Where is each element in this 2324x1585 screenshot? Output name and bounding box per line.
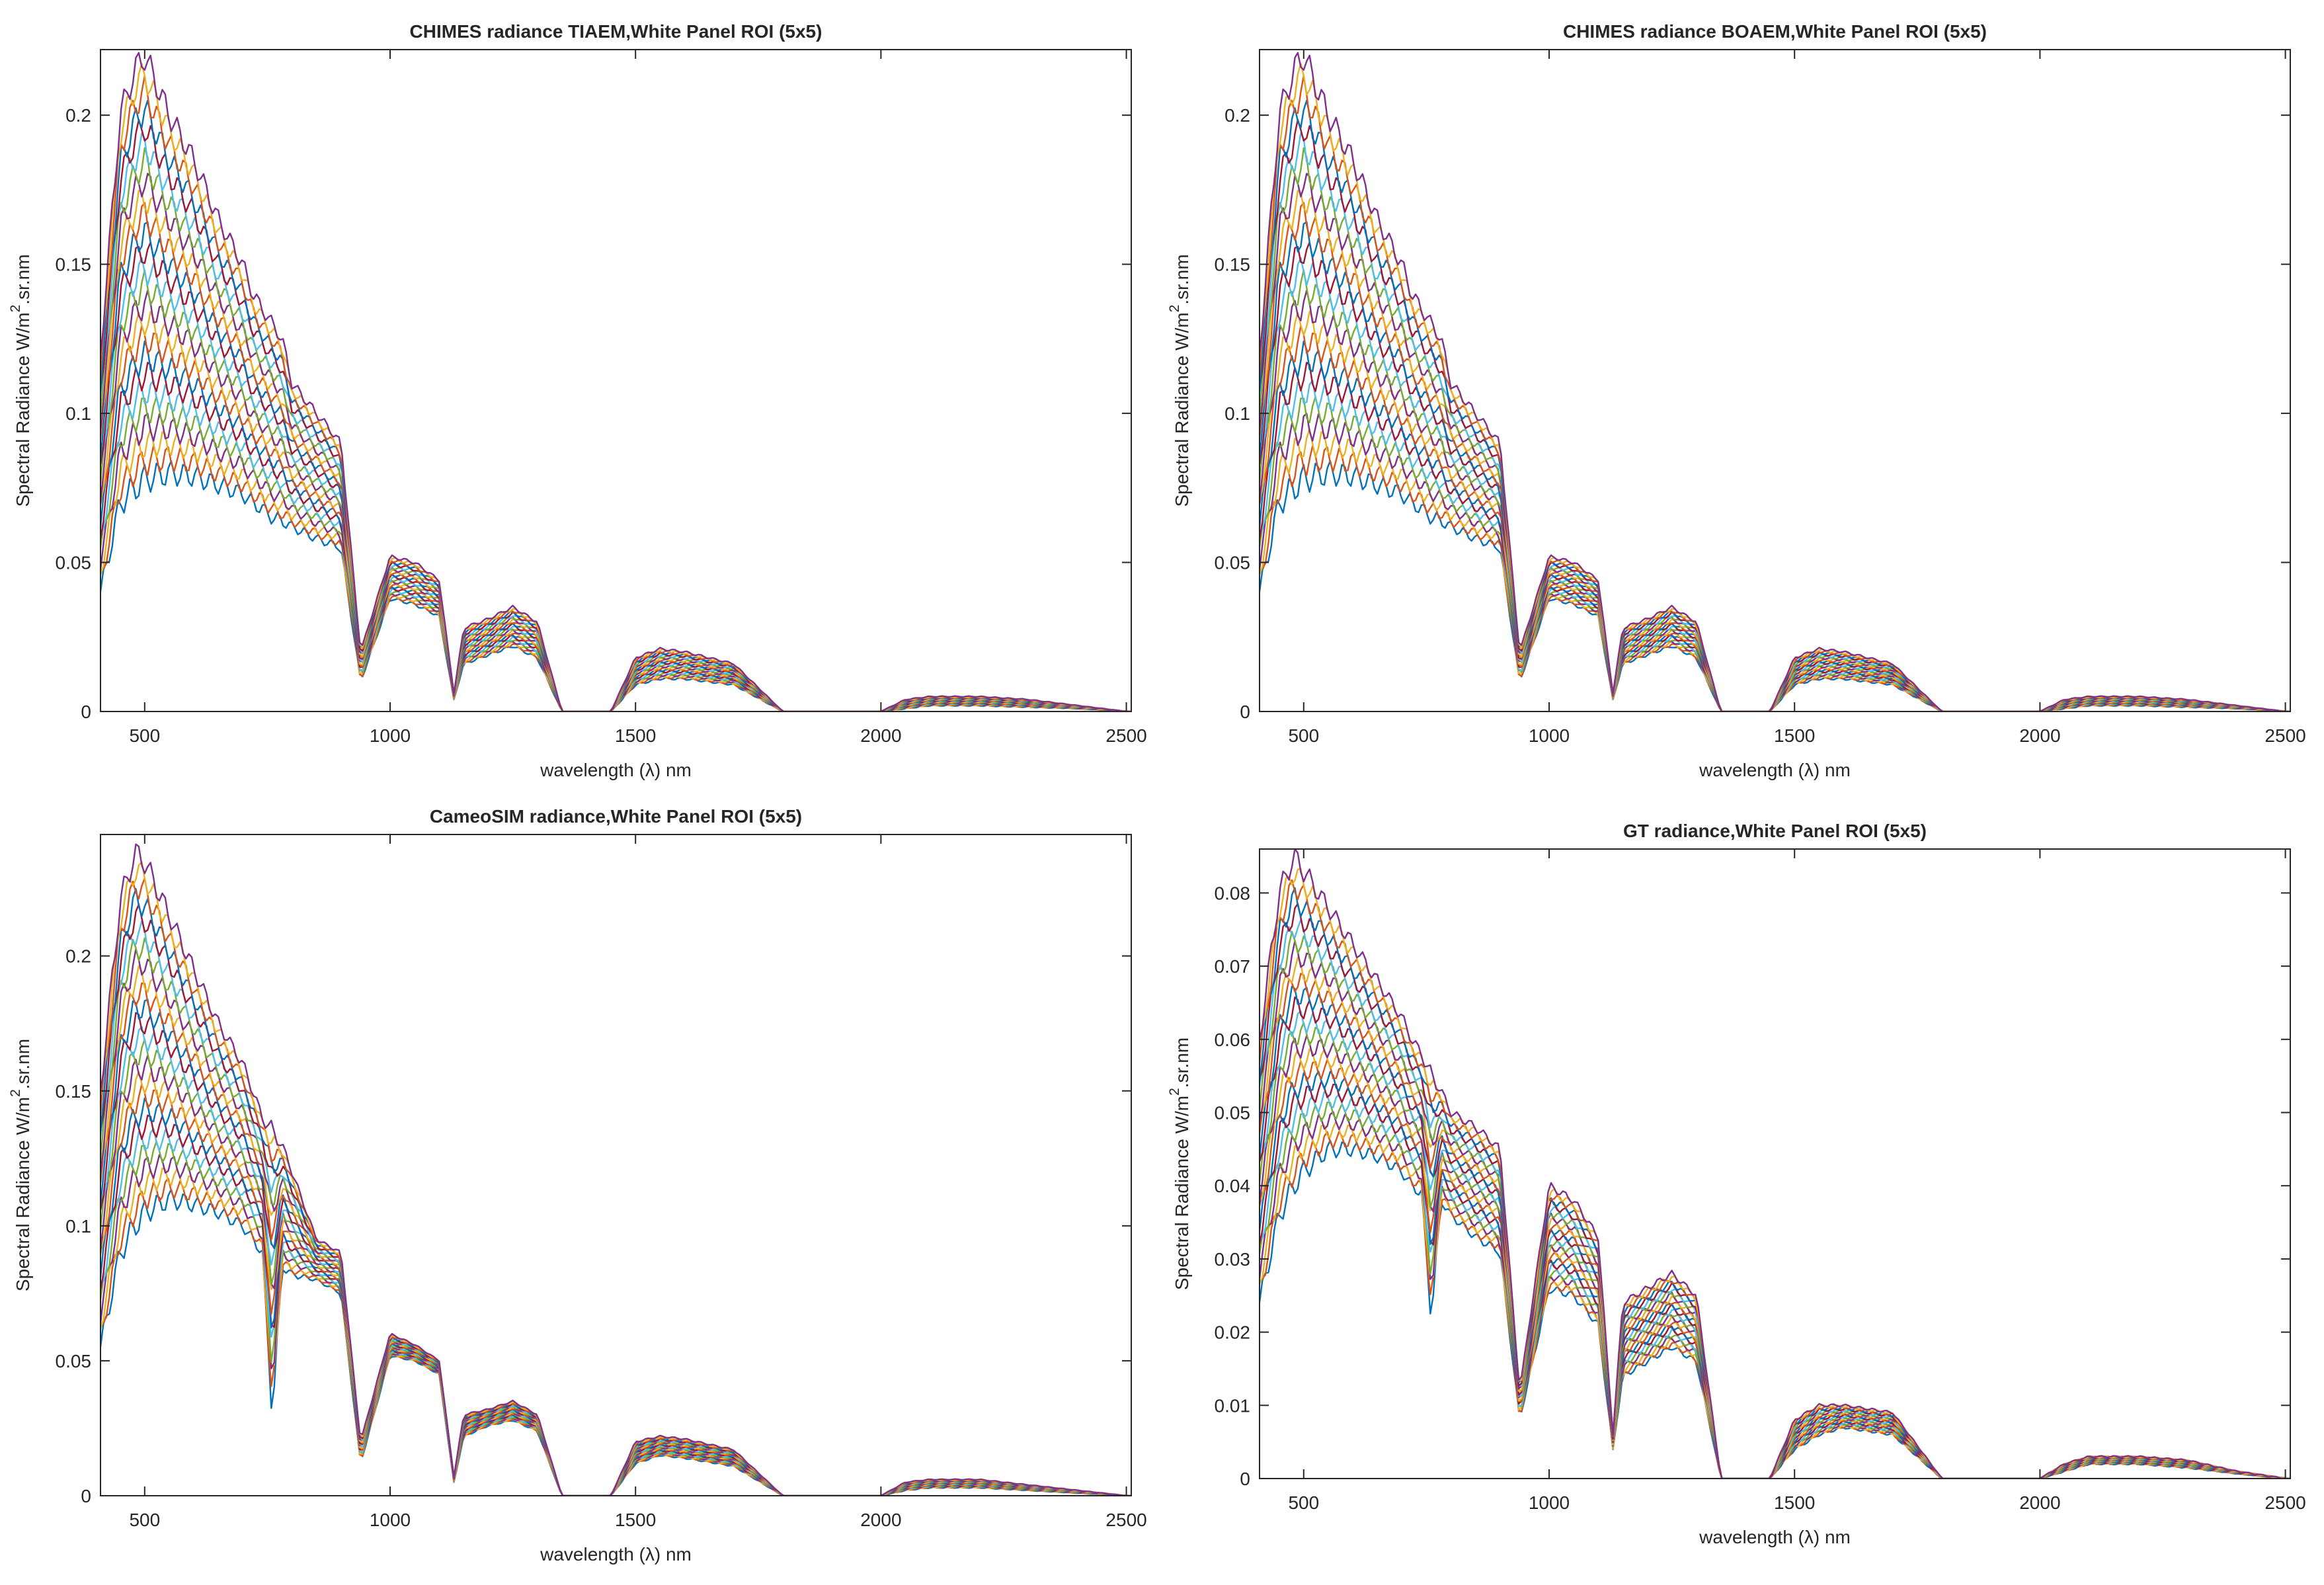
chart-panel-1: 500 1000 1500 2000 2500 0 0.05 0.1 0.15 0.2 CHIMES… bbox=[8, 21, 1147, 780]
y-tick-label: 0.15 bbox=[56, 1081, 92, 1102]
x-tick-label: 2500 bbox=[1105, 725, 1146, 746]
x-tick-label: 2500 bbox=[2264, 725, 2305, 746]
y-tick-label: 0.05 bbox=[56, 1351, 92, 1371]
y-axis-label: Spectral Radiance W/m2.sr.nm bbox=[8, 1039, 33, 1291]
y-tick-label: 0.02 bbox=[1215, 1322, 1251, 1343]
y-axis-label-superscript: 2 bbox=[8, 1089, 23, 1097]
x-tick-label: 1500 bbox=[615, 725, 656, 746]
series-line-25 bbox=[1260, 849, 2290, 1479]
chart-panel-3: 500 1000 1500 2000 2500 0 0.05 0.1 0.15 0.2 CameoS… bbox=[8, 806, 1147, 1565]
series-line-25 bbox=[100, 52, 1131, 711]
axes-box bbox=[1259, 49, 2291, 712]
chart-panel-4: 500 1000 1500 2000 2500 0 0.01 0.02 0.03 0.04 0.05… bbox=[1167, 821, 2306, 1547]
y-axis-label: Spectral Radiance W/m2.sr.nm bbox=[8, 254, 33, 507]
y-axis-label-unit: .sr.nm bbox=[1172, 1037, 1192, 1088]
series-line-25 bbox=[1260, 52, 2290, 711]
y-axis-label-superscript: 2 bbox=[1167, 1088, 1182, 1096]
x-tick-label: 1500 bbox=[1774, 1492, 1815, 1513]
y-tick-label: 0.15 bbox=[56, 255, 92, 275]
y-axis-label-superscript: 2 bbox=[8, 305, 23, 313]
y-tick-label: 0 bbox=[1240, 1469, 1250, 1489]
y-tick-label: 0.2 bbox=[65, 946, 91, 967]
x-tick-label: 1500 bbox=[1774, 725, 1815, 746]
plot-area bbox=[100, 834, 1131, 1496]
series-group bbox=[1260, 849, 2290, 1479]
y-tick-label: 0.03 bbox=[1215, 1249, 1251, 1270]
x-tick-label: 1000 bbox=[370, 1510, 411, 1530]
x-tick-label: 2000 bbox=[2019, 1492, 2060, 1513]
y-axis-label-superscript: 2 bbox=[1167, 305, 1182, 313]
y-tick-label: 0.06 bbox=[1215, 1030, 1251, 1050]
y-axis-label-unit: .sr.nm bbox=[13, 1039, 33, 1089]
x-axis-label: wavelength (λ) nm bbox=[540, 1544, 692, 1565]
y-axis-label: Spectral Radiance W/m2.sr.nm bbox=[1167, 254, 1192, 507]
chart-panel-2: 500 1000 1500 2000 2500 0 0.05 0.1 0.15 0.2 CHIMES… bbox=[1167, 21, 2306, 780]
x-tick-label: 2500 bbox=[2264, 1492, 2305, 1513]
x-tick-label: 500 bbox=[1288, 1492, 1319, 1513]
x-tick-label: 1000 bbox=[370, 725, 411, 746]
x-tick-label: 2500 bbox=[1105, 1510, 1146, 1530]
y-tick-label: 0.15 bbox=[1215, 255, 1251, 275]
series-group bbox=[100, 52, 1131, 711]
chart-title: GT radiance,White Panel ROI (5x5) bbox=[1623, 821, 1927, 841]
y-tick-label: 0.1 bbox=[1224, 403, 1250, 424]
x-tick-label: 1500 bbox=[615, 1510, 656, 1530]
x-tick-label: 2000 bbox=[2019, 725, 2060, 746]
x-axis-label: wavelength (λ) nm bbox=[540, 760, 692, 780]
y-tick-label: 0.1 bbox=[65, 403, 91, 424]
x-tick-label: 500 bbox=[1288, 725, 1319, 746]
y-tick-label: 0.1 bbox=[65, 1216, 91, 1237]
y-tick-label: 0.2 bbox=[65, 105, 91, 126]
chart-title: CHIMES radiance TIAEM,White Panel ROI (5… bbox=[410, 21, 822, 42]
series-group bbox=[100, 843, 1131, 1496]
y-tick-label: 0 bbox=[1240, 702, 1250, 722]
y-axis-label-unit: .sr.nm bbox=[1172, 254, 1192, 304]
chart-title: CHIMES radiance BOAEM,White Panel ROI (5… bbox=[1563, 21, 1987, 42]
y-tick-label: 0.2 bbox=[1224, 105, 1250, 126]
plot-area bbox=[1260, 849, 2290, 1479]
y-tick-label: 0.07 bbox=[1215, 956, 1251, 977]
y-tick-label: 0.05 bbox=[1215, 1103, 1251, 1123]
series-line-25 bbox=[100, 843, 1131, 1496]
y-axis-label-main: Spectral Radiance W/m bbox=[13, 312, 33, 507]
y-tick-label: 0.05 bbox=[1215, 553, 1251, 573]
chart-title: CameoSIM radiance,White Panel ROI (5x5) bbox=[430, 806, 802, 827]
x-axis-label: wavelength (λ) nm bbox=[1699, 1527, 1851, 1547]
x-tick-label: 1000 bbox=[1529, 725, 1570, 746]
axes-box bbox=[100, 834, 1132, 1496]
axes-box bbox=[1259, 848, 2291, 1479]
y-tick-label: 0 bbox=[81, 1486, 91, 1506]
y-axis-label-unit: .sr.nm bbox=[13, 254, 33, 304]
x-tick-label: 500 bbox=[129, 1510, 160, 1530]
series-group bbox=[1260, 52, 2290, 711]
y-tick-label: 0.01 bbox=[1215, 1395, 1251, 1416]
y-tick-label: 0.04 bbox=[1215, 1176, 1251, 1196]
x-tick-label: 1000 bbox=[1529, 1492, 1570, 1513]
y-tick-label: 0.08 bbox=[1215, 883, 1251, 903]
x-tick-label: 2000 bbox=[860, 1510, 901, 1530]
y-axis-label: Spectral Radiance W/m2.sr.nm bbox=[1167, 1037, 1192, 1290]
y-tick-label: 0.05 bbox=[56, 553, 92, 573]
axes-box bbox=[100, 49, 1132, 712]
x-tick-label: 2000 bbox=[860, 725, 901, 746]
x-tick-label: 500 bbox=[129, 725, 160, 746]
x-axis-label: wavelength (λ) nm bbox=[1699, 760, 1851, 780]
y-axis-label-main: Spectral Radiance W/m bbox=[1172, 1096, 1192, 1290]
y-axis-label-main: Spectral Radiance W/m bbox=[1172, 312, 1192, 507]
y-axis-label-main: Spectral Radiance W/m bbox=[13, 1097, 33, 1291]
y-tick-label: 0 bbox=[81, 702, 91, 722]
